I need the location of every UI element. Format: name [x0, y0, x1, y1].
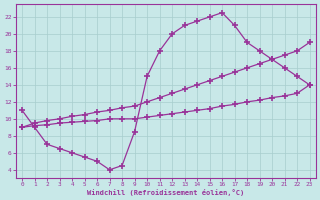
X-axis label: Windchill (Refroidissement éolien,°C): Windchill (Refroidissement éolien,°C) — [87, 189, 244, 196]
